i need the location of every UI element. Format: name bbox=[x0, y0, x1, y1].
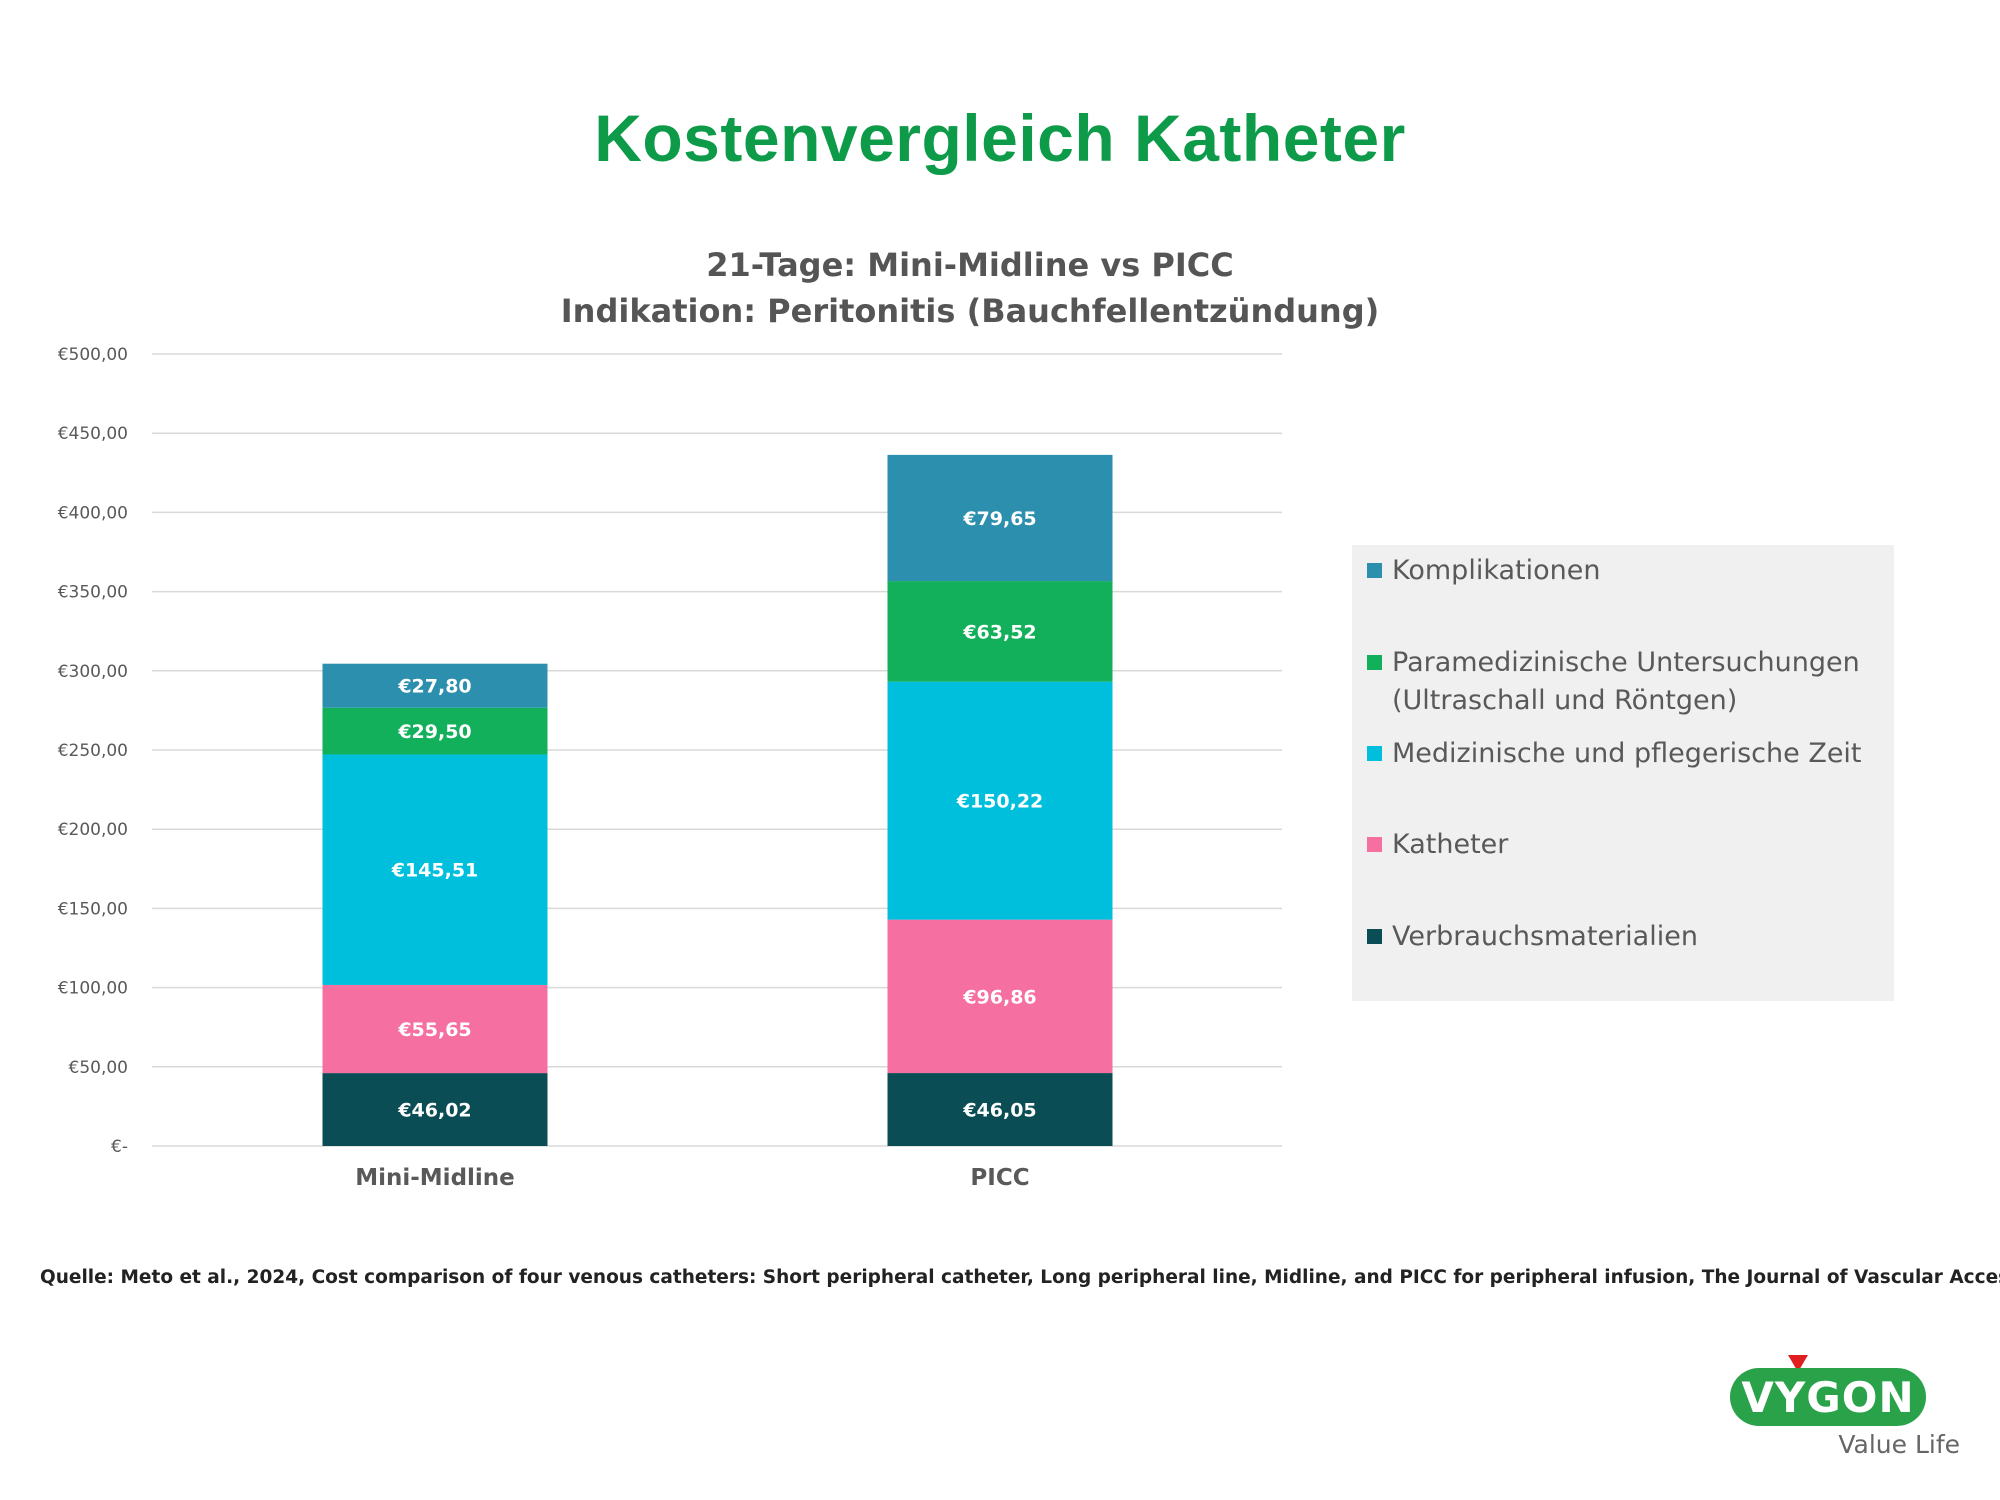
logo-triangle-icon bbox=[1788, 1355, 1808, 1372]
logo-wordmark: VYGON bbox=[1741, 1372, 1915, 1422]
data-label: €79,65 bbox=[962, 508, 1036, 530]
legend-swatch-katheter bbox=[1367, 837, 1382, 852]
data-label: €145,51 bbox=[391, 860, 479, 882]
y-tick-label: €500,00 bbox=[58, 345, 128, 365]
bar-segment-picc-medizinische-und-pflegerische-zeit bbox=[887, 681, 1113, 920]
legend-item-medizinische-zeit: Medizinische und pflegerische Zeit bbox=[1367, 735, 1862, 773]
legend-swatch-komplikationen bbox=[1367, 563, 1382, 578]
data-label: €63,52 bbox=[962, 621, 1036, 643]
legend-swatch-medizinische-zeit bbox=[1367, 746, 1382, 761]
bar-segment-mini-midline-medizinische-und-pflegerische-zeit bbox=[322, 754, 548, 985]
legend-item-katheter: Katheter bbox=[1367, 826, 1508, 864]
bar-segment-picc-komplikationen bbox=[887, 454, 1113, 582]
source-citation: Quelle: Meto et al., 2024, Cost comparis… bbox=[40, 1267, 2000, 1288]
y-tick-label: €350,00 bbox=[58, 583, 128, 603]
data-label: €46,05 bbox=[962, 1100, 1036, 1122]
data-label: €96,86 bbox=[962, 986, 1036, 1008]
legend-item-verbrauchsmaterialien: Verbrauchsmaterialien bbox=[1367, 918, 1698, 956]
y-tick-label: €50,00 bbox=[69, 1058, 128, 1078]
data-label: €29,50 bbox=[397, 721, 471, 743]
legend-label-medizinische-zeit: Medizinische und pflegerische Zeit bbox=[1392, 738, 1862, 769]
legend-item-paramedizinische-untersuchungen: Paramedizinische Untersuchungen (Ultrasc… bbox=[1367, 644, 1860, 720]
x-tick-label: PICC bbox=[970, 1165, 1029, 1191]
data-label: €150,22 bbox=[956, 791, 1044, 813]
bar-segment-picc-katheter bbox=[887, 919, 1113, 1074]
y-tick-label: €150,00 bbox=[58, 899, 128, 919]
x-tick-label: Mini-Midline bbox=[355, 1165, 515, 1191]
chart-subtitle: Indikation: Peritonitis (Bauchfellentzün… bbox=[560, 292, 1380, 330]
data-label: €27,80 bbox=[397, 676, 471, 698]
slide-title: Kostenvergleich Katheter bbox=[594, 101, 1406, 175]
vygon-logo: VYGON Value Life bbox=[1730, 1355, 1960, 1460]
bar-segment-mini-midline-katheter bbox=[322, 984, 548, 1074]
y-tick-label: €250,00 bbox=[58, 741, 128, 761]
bar-segment-mini-midline-verbrauchsmaterialien bbox=[322, 1073, 548, 1146]
legend-label-katheter: Katheter bbox=[1392, 829, 1509, 860]
legend-label-verbrauchsmaterialien: Verbrauchsmaterialien bbox=[1392, 921, 1698, 952]
legend-item-komplikationen: Komplikationen bbox=[1367, 552, 1600, 590]
y-tick-label: €300,00 bbox=[58, 662, 128, 682]
bar-segment-mini-midline-paramedizinische-untersuchungen bbox=[322, 707, 548, 755]
y-tick-label: €450,00 bbox=[58, 424, 128, 444]
legend-swatch-paramedizinische-untersuchungen bbox=[1367, 655, 1382, 670]
bar-segment-picc-verbrauchsmaterialien bbox=[887, 1073, 1113, 1146]
legend-swatch-verbrauchsmaterialien bbox=[1367, 929, 1382, 944]
legend-label-paramedizinische-untersuchungen: Paramedizinische Untersuchungen (Ultrasc… bbox=[1392, 647, 1860, 716]
bar-segment-mini-midline-komplikationen bbox=[322, 663, 548, 708]
y-tick-label: €100,00 bbox=[58, 979, 128, 999]
data-label: €46,02 bbox=[397, 1100, 471, 1122]
chart-title: 21-Tage: Mini-Midline vs PICC bbox=[706, 246, 1234, 284]
bar-segment-picc-paramedizinische-untersuchungen bbox=[887, 581, 1113, 682]
data-label: €55,65 bbox=[397, 1019, 471, 1041]
logo-badge: VYGON bbox=[1730, 1368, 1926, 1426]
y-tick-label: €- bbox=[111, 1137, 128, 1157]
y-tick-label: €200,00 bbox=[58, 820, 128, 840]
chart-legend: Komplikationen Paramedizinische Untersuc… bbox=[1352, 545, 1894, 1001]
legend-label-komplikationen: Komplikationen bbox=[1392, 555, 1601, 586]
logo-tagline: Value Life bbox=[1838, 1430, 1960, 1459]
y-tick-label: €400,00 bbox=[58, 503, 128, 523]
